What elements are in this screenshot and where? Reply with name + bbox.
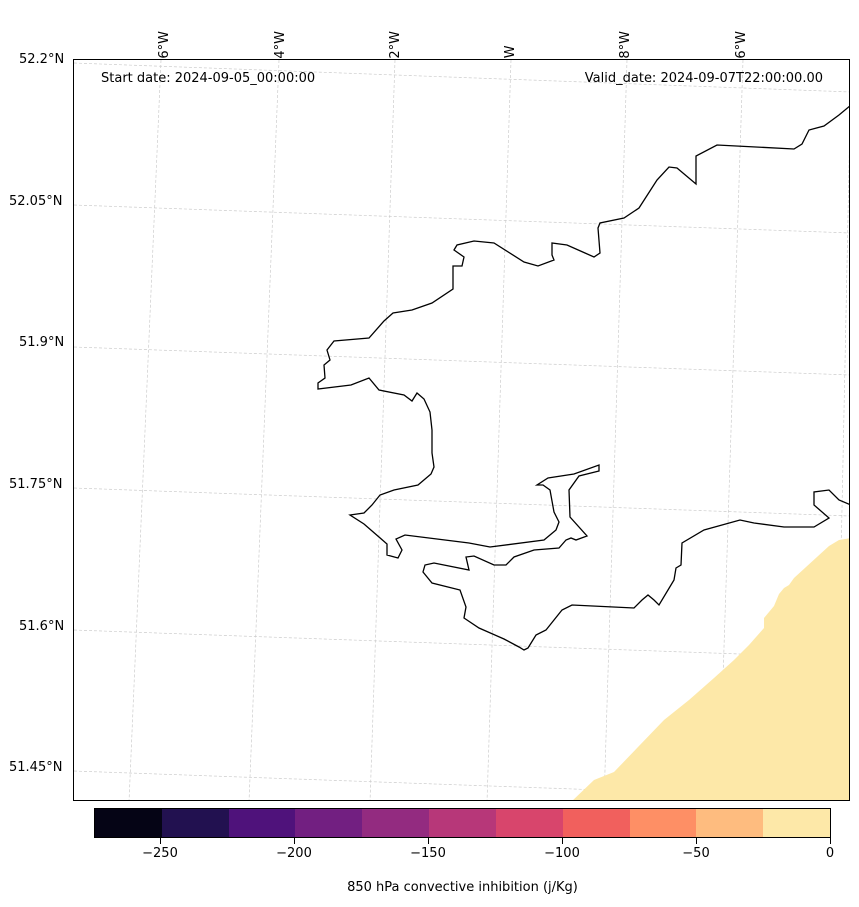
lat-label-51-6n: 51.6°N — [19, 619, 65, 634]
colorbar-segment — [362, 809, 430, 837]
colorbar-tick — [696, 838, 697, 844]
colorbar-label-minus250: −250 — [142, 846, 178, 861]
colorbar-segment — [763, 809, 830, 837]
lat-label-51-75n: 51.75°N — [9, 477, 63, 492]
colorbar — [94, 808, 831, 838]
cin-field-region — [573, 538, 849, 800]
colorbar-segment — [228, 809, 296, 837]
lat-label-52-2n: 52.2°N — [19, 52, 65, 67]
colorbar-segment — [95, 809, 162, 837]
colorbar-label-minus50: −50 — [682, 846, 710, 861]
colorbar-label-minus200: −200 — [276, 846, 312, 861]
lat-label-51-9n: 51.9°N — [19, 335, 65, 350]
lat-label-51-45n: 51.45°N — [9, 760, 63, 775]
colorbar-tick — [294, 838, 295, 844]
colorbar-segment — [629, 809, 697, 837]
colorbar-segment — [429, 809, 496, 837]
colorbar-segment — [295, 809, 363, 837]
colorbar-segment — [562, 809, 630, 837]
colorbar-segment — [495, 809, 563, 837]
colorbar-title: 850 hPa convective inhibition (j/Kg) — [347, 880, 578, 895]
colorbar-tick — [830, 838, 831, 844]
colorbar-segment — [161, 809, 229, 837]
graticule — [74, 60, 849, 800]
valid-date-label: Valid_date: 2024-09-07T22:00:00.00 — [584, 71, 823, 86]
colorbar-tick — [562, 838, 563, 844]
colorbar-tick — [160, 838, 161, 844]
colorbar-label-minus100: −100 — [544, 846, 580, 861]
map-panel — [73, 59, 850, 801]
colorbar-label-0: 0 — [825, 846, 835, 861]
start-date-label: Start date: 2024-09-05_00:00:00 — [101, 71, 316, 86]
lat-label-52-05n: 52.05°N — [9, 194, 63, 209]
colorbar-label-minus150: −150 — [410, 846, 446, 861]
coastline — [317, 105, 849, 651]
colorbar-segment — [696, 809, 764, 837]
map-canvas — [74, 60, 849, 800]
colorbar-tick — [428, 838, 429, 844]
